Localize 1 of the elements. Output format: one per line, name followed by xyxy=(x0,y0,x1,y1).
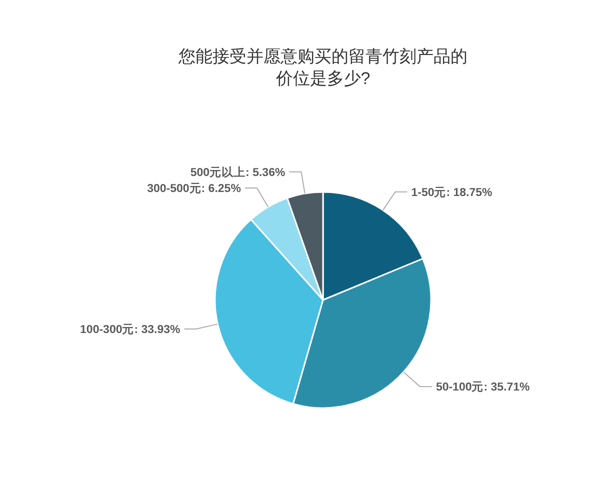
title: 您能接受并愿意购买的留青竹刻产品的价位是多少? xyxy=(178,47,468,88)
